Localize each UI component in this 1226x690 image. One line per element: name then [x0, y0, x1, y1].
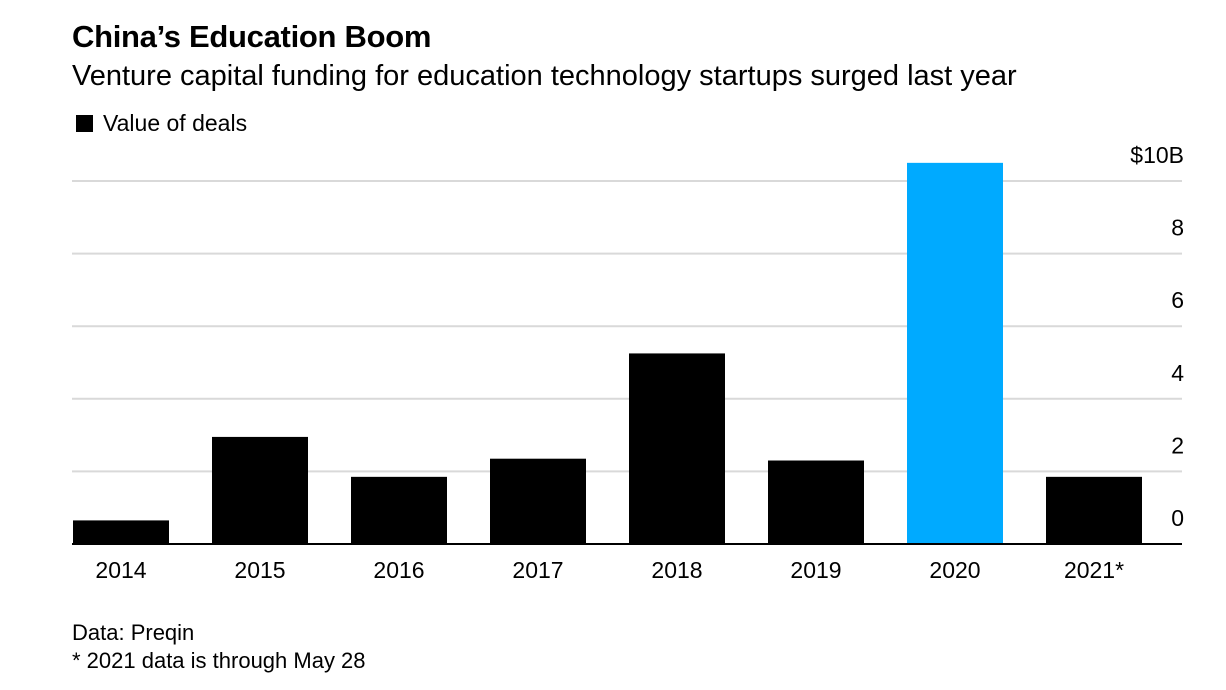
x-tick-label: 2018 — [651, 557, 702, 583]
bar — [1046, 476, 1142, 544]
bar — [629, 353, 725, 544]
bar — [768, 460, 864, 544]
bar — [73, 520, 169, 544]
bar — [212, 436, 308, 544]
x-tick-label: 2015 — [234, 557, 285, 583]
chart-title: China’s Education Boom — [72, 19, 432, 54]
x-tick-label: 2014 — [95, 557, 146, 583]
y-tick-label: 8 — [1171, 215, 1184, 241]
legend: Value of deals — [76, 110, 247, 137]
bar — [490, 458, 586, 544]
x-tick-label: 2017 — [512, 557, 563, 583]
x-tick-label: 2019 — [790, 557, 841, 583]
bar — [351, 476, 447, 544]
chart-subtitle: Venture capital funding for education te… — [72, 60, 1017, 92]
source-note: Data: Preqin — [72, 620, 195, 645]
x-tick-label: 2020 — [929, 557, 980, 583]
bar — [907, 162, 1003, 544]
footnote: * 2021 data is through May 28 — [72, 648, 366, 673]
legend-swatch — [76, 115, 93, 132]
y-tick-label: 0 — [1171, 505, 1184, 531]
x-tick-label: 2016 — [373, 557, 424, 583]
x-tick-label: 2021* — [1064, 557, 1124, 583]
y-tick-label: 2 — [1171, 432, 1184, 458]
y-tick-label: 4 — [1171, 360, 1184, 386]
y-tick-label: $10B — [1130, 142, 1184, 168]
y-tick-label: 6 — [1171, 287, 1184, 313]
bar-chart: 0 2 4 6 8 $10B 2014 2015 2016 2017 2018 2019 2020 202… — [72, 142, 1184, 583]
legend-label: Value of deals — [103, 110, 248, 136]
